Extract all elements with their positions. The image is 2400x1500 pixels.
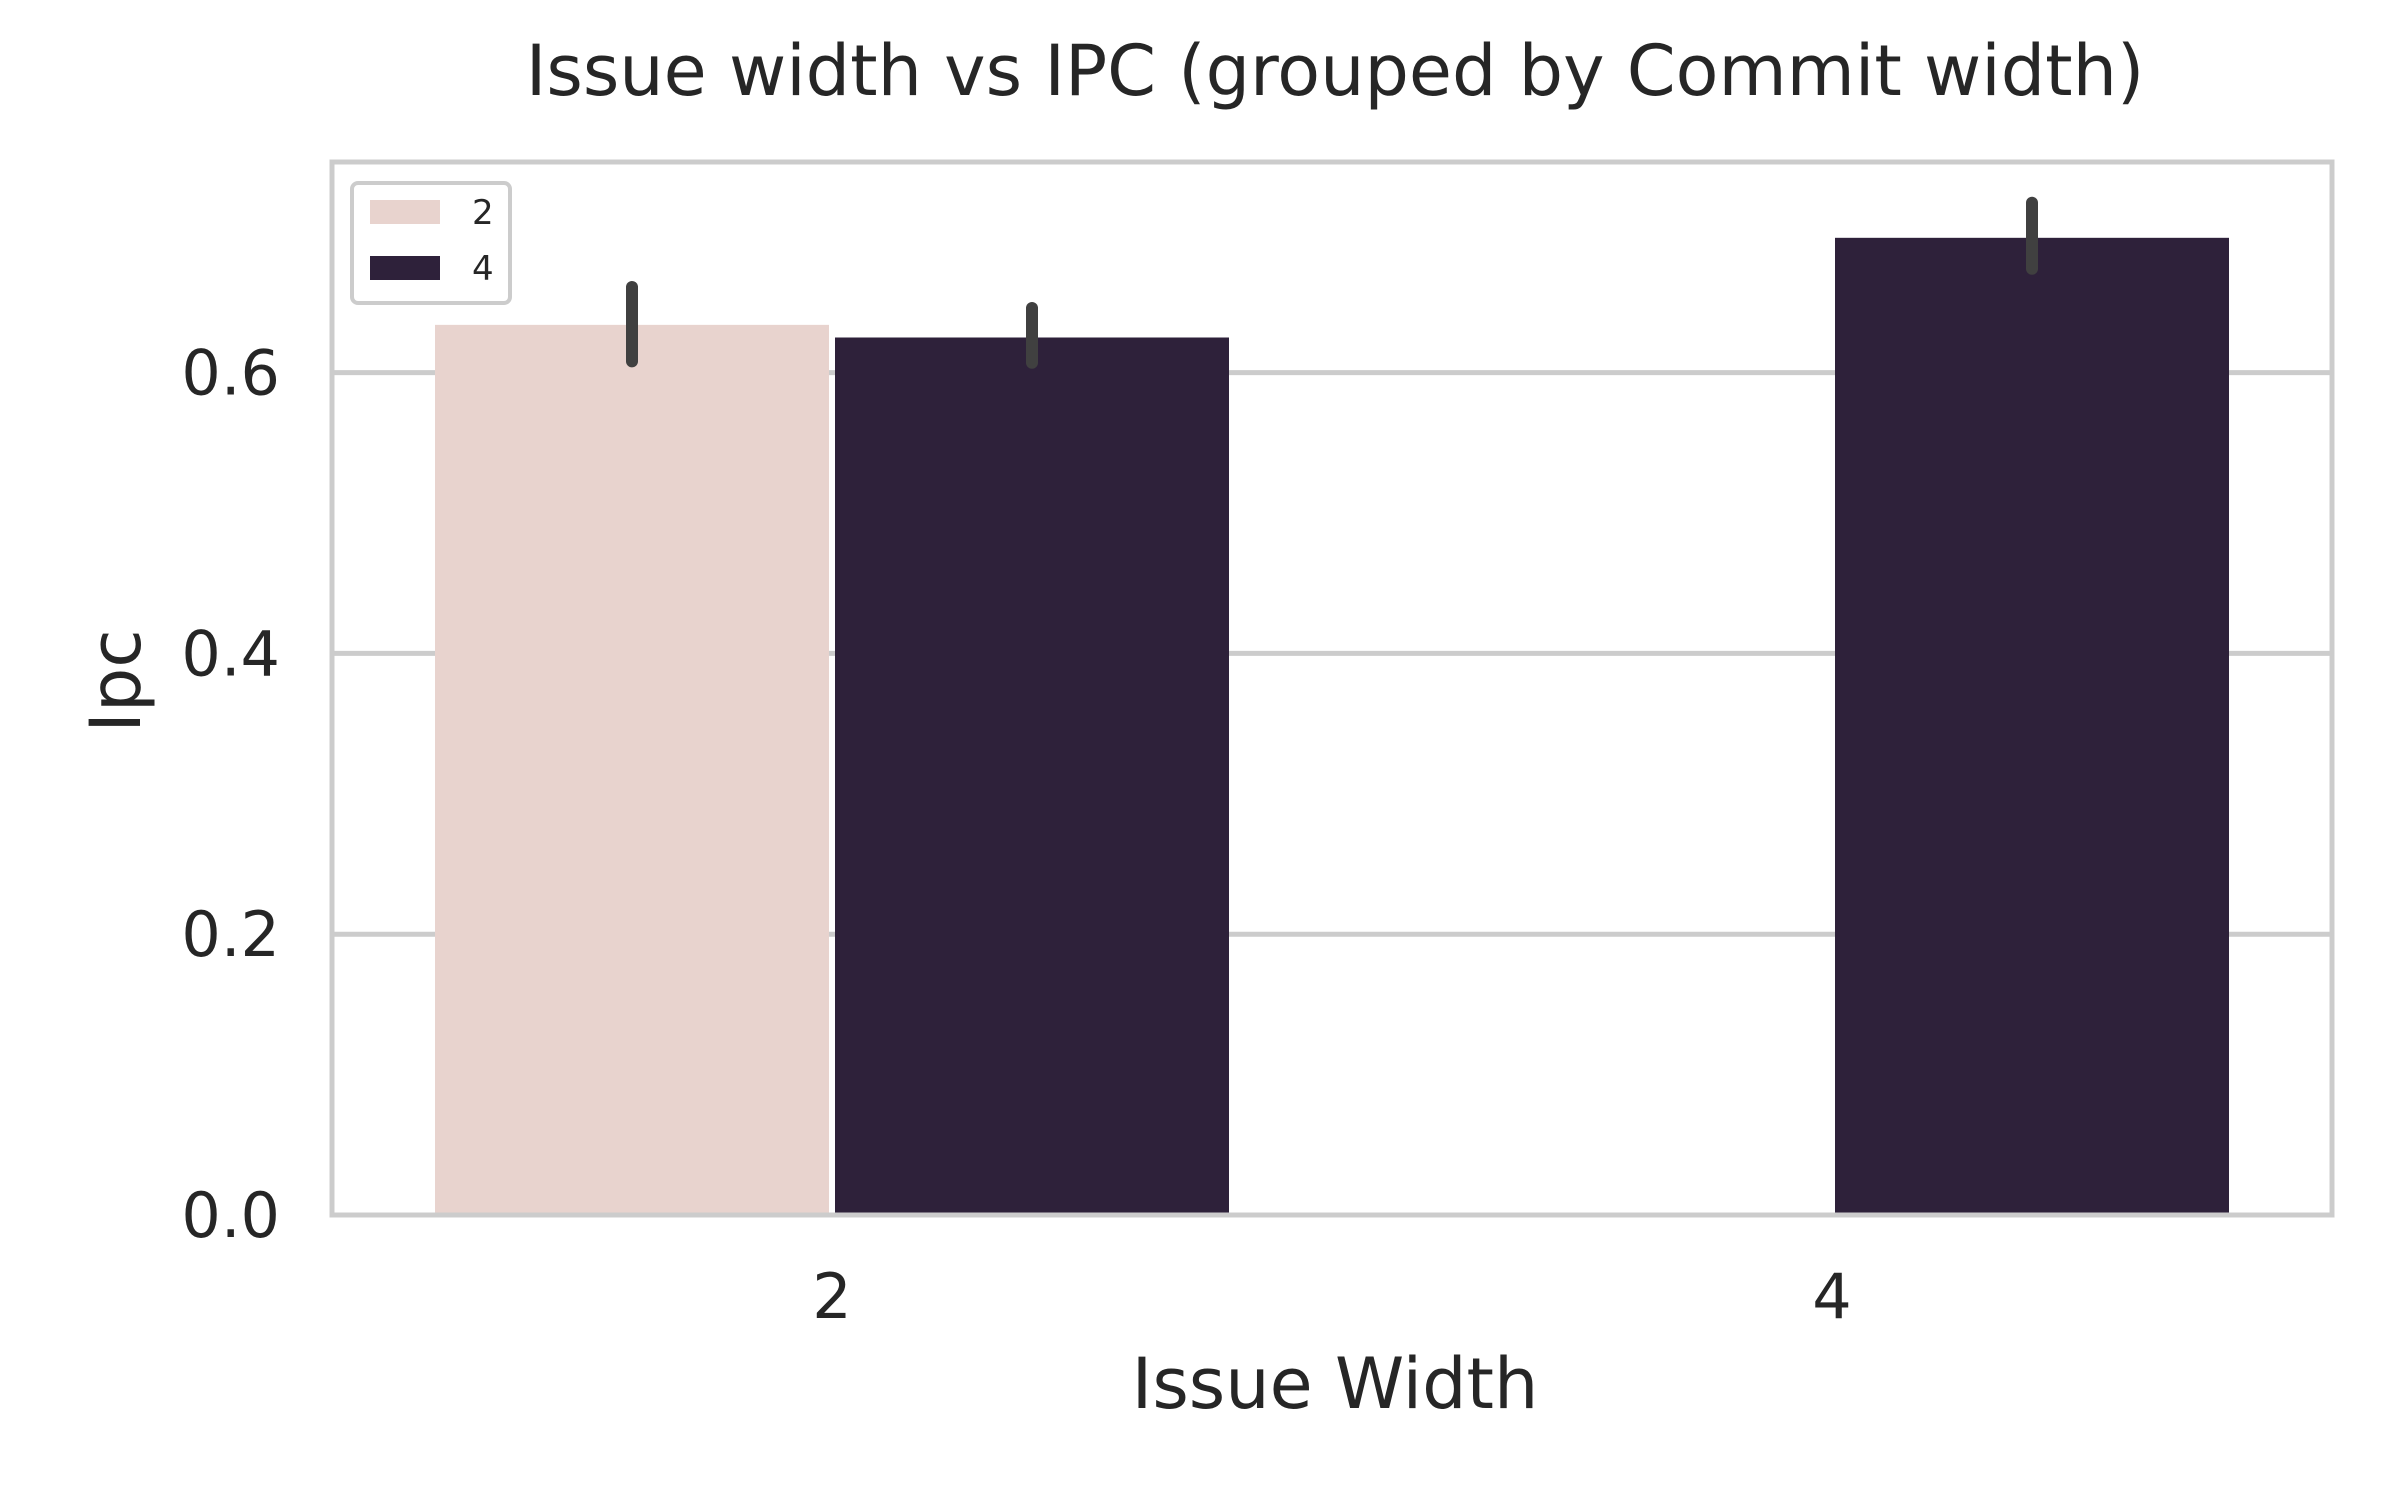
legend-label: 2 bbox=[472, 193, 494, 233]
chart-title: Issue width vs IPC (grouped by Commit wi… bbox=[526, 30, 2145, 112]
y-tick-label: 0.0 bbox=[181, 1179, 280, 1252]
y-axis-label: Ipc bbox=[75, 629, 157, 733]
y-tick-label: 0.6 bbox=[181, 337, 280, 410]
plot-frame bbox=[329, 159, 2335, 1218]
error-bars bbox=[626, 196, 2038, 369]
bar-series-4-cat-2 bbox=[835, 337, 1229, 1215]
x-tick-label: 2 bbox=[812, 1260, 851, 1333]
legend-swatch bbox=[370, 200, 440, 224]
x-axis-label: Issue Width bbox=[1132, 1343, 1539, 1425]
bar-series-4-cat-4 bbox=[1835, 237, 2229, 1216]
y-axis-ticks: 0.0 0.2 0.4 0.6 bbox=[181, 337, 280, 1252]
x-tick-label: 4 bbox=[1812, 1260, 1851, 1333]
legend-swatch bbox=[370, 256, 440, 280]
y-tick-label: 0.2 bbox=[181, 898, 280, 971]
bars bbox=[435, 237, 2229, 1216]
bar-series-2-cat-2 bbox=[435, 324, 829, 1215]
legend: 24 bbox=[350, 181, 512, 305]
y-tick-label: 0.4 bbox=[181, 617, 280, 690]
legend-label: 4 bbox=[472, 249, 494, 289]
